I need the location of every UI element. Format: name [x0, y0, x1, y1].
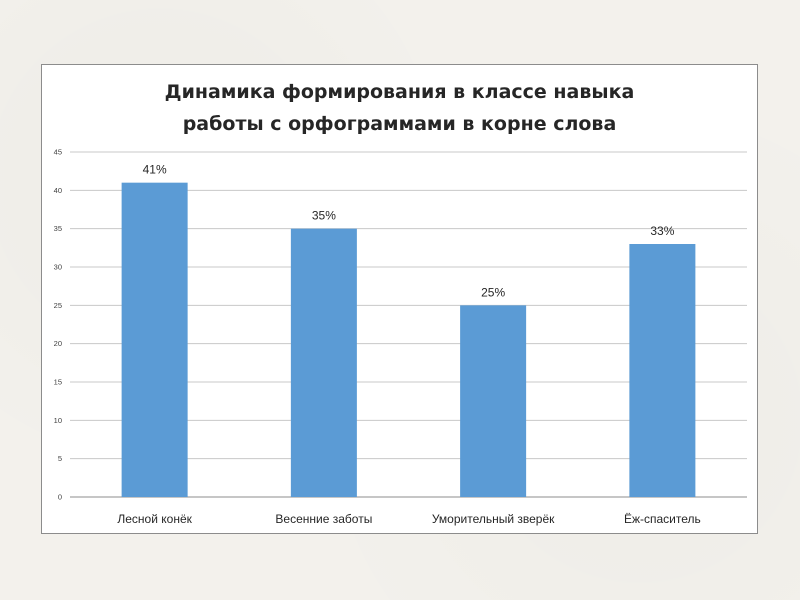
bar — [290, 228, 357, 497]
chart-frame: Динамика формирования в классе навыка ра… — [41, 64, 758, 534]
bar — [121, 182, 188, 497]
data-label: 33% — [650, 224, 674, 238]
chart-title: Динамика формирования в классе навыка ра… — [42, 76, 757, 140]
data-label: 25% — [481, 285, 505, 299]
y-tick-label: 15 — [54, 378, 62, 387]
y-tick-label: 30 — [54, 263, 62, 272]
category-label: Ёж-спаситель — [624, 512, 701, 526]
category-label: Лесной конёк — [117, 512, 192, 526]
bar — [460, 305, 527, 497]
data-label: 35% — [312, 209, 336, 223]
chart-title-line-2: работы с орфограммами в корне слова — [182, 113, 617, 135]
bar-chart-plot: 0 5 10 15 20 25 30 35 40 45 41% Лесной конёк 35% Весе… — [54, 148, 747, 526]
y-tick-label: 20 — [54, 339, 62, 348]
y-tick-label: 45 — [54, 148, 62, 157]
category-label: Весенние заботы — [275, 512, 372, 526]
y-tick-label: 5 — [58, 454, 62, 463]
chart-title-line-1: Динамика формирования в классе навыка — [164, 81, 635, 103]
y-tick-label: 0 — [58, 493, 62, 502]
category-label: Уморительный зверёк — [432, 512, 555, 526]
y-tick-label: 35 — [54, 224, 62, 233]
data-label: 41% — [143, 163, 167, 177]
y-tick-label: 25 — [54, 301, 62, 310]
y-tick-label: 40 — [54, 186, 62, 195]
y-tick-label: 10 — [54, 416, 62, 425]
bar — [629, 244, 696, 497]
